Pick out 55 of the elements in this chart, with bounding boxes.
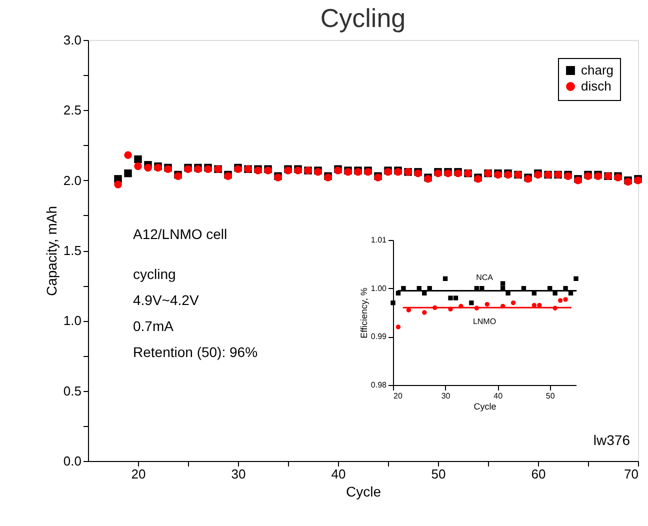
legend-label: charg bbox=[581, 62, 614, 78]
y-tick-label: 1.0 bbox=[63, 313, 82, 328]
x-tick-label: 40 bbox=[331, 466, 346, 482]
annotation: NCA bbox=[476, 273, 494, 282]
x-tick-label: 30 bbox=[441, 392, 451, 400]
point bbox=[510, 300, 516, 306]
point bbox=[422, 310, 427, 315]
y-tick-label: 3.0 bbox=[63, 32, 82, 48]
point bbox=[500, 281, 506, 286]
x-tick-label: 50 bbox=[431, 466, 446, 482]
y-tick-label: 0.98 bbox=[370, 380, 388, 390]
y-tick-label: 2.5 bbox=[63, 102, 82, 118]
y-tick-label: 1.5 bbox=[63, 243, 82, 258]
point bbox=[453, 296, 458, 300]
annotation: 0.7mA bbox=[133, 318, 174, 334]
point bbox=[396, 324, 401, 330]
x-tick-label: 50 bbox=[546, 392, 556, 400]
annotation: lw376 bbox=[593, 432, 630, 448]
x-tick-label: 70 bbox=[624, 466, 638, 482]
y-axis-title: Capacity, mAh bbox=[43, 206, 60, 296]
point bbox=[558, 298, 563, 303]
x-axis-title: Cycle bbox=[474, 402, 496, 412]
point bbox=[390, 300, 396, 306]
x-tick-label: 40 bbox=[494, 392, 504, 400]
y-tick-label: 0.0 bbox=[63, 454, 82, 468]
point bbox=[448, 296, 453, 300]
point bbox=[134, 155, 142, 164]
point bbox=[134, 162, 142, 170]
x-axis-title: Cycle bbox=[346, 484, 382, 500]
annotation: Retention (50): 96% bbox=[133, 344, 258, 360]
chart-title: Cycling bbox=[320, 3, 406, 33]
point bbox=[574, 276, 578, 282]
point bbox=[114, 180, 122, 188]
y-tick-label: 0.99 bbox=[370, 332, 388, 342]
annotation: 4.9V~4.2V bbox=[133, 292, 200, 308]
y-tick-label: 2.0 bbox=[63, 172, 82, 188]
x-tick-label: 20 bbox=[131, 466, 146, 482]
point bbox=[124, 169, 132, 178]
x-tick-label: 20 bbox=[394, 392, 403, 400]
y-tick-label: 1.01 bbox=[370, 236, 388, 244]
point bbox=[563, 297, 568, 302]
point bbox=[484, 302, 490, 307]
x-tick-label: 30 bbox=[231, 466, 246, 482]
y-tick-label: 0.5 bbox=[63, 383, 82, 398]
legend-label: disch bbox=[581, 78, 612, 94]
y-axis-title: Efficiency, % bbox=[358, 288, 369, 338]
y-tick-label: 1.00 bbox=[370, 284, 388, 293]
annotation: LNMO bbox=[472, 317, 496, 326]
x-tick-label: 60 bbox=[531, 466, 546, 482]
point bbox=[124, 151, 132, 159]
point bbox=[144, 164, 152, 172]
point bbox=[469, 300, 474, 306]
annotation: cycling bbox=[133, 266, 176, 282]
annotation: A12/LNMO cell bbox=[133, 226, 228, 242]
point bbox=[442, 276, 448, 282]
